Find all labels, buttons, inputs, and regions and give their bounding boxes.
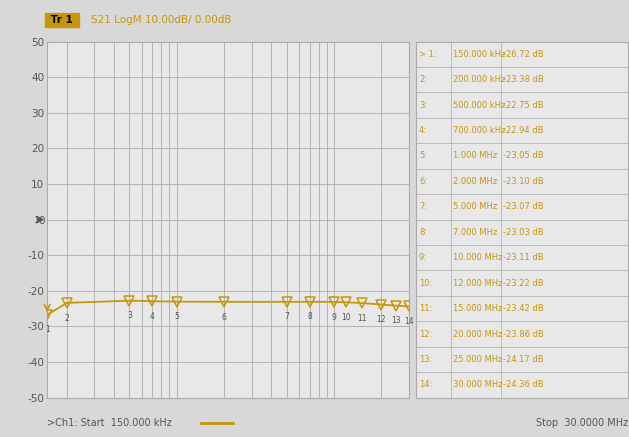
Text: 8:: 8: [419,228,427,237]
Text: 2:: 2: [419,75,427,84]
Text: -23.07 dB: -23.07 dB [503,202,544,212]
Text: -23.11 dB: -23.11 dB [503,253,544,262]
Text: 150.000 kHz: 150.000 kHz [453,50,505,59]
Text: 12: 12 [376,315,386,324]
Text: 9:: 9: [419,253,427,262]
Text: 25.000 MHz: 25.000 MHz [453,355,503,364]
Text: 12:: 12: [419,329,432,339]
Text: 11: 11 [357,314,366,323]
Text: 12.000 MHz: 12.000 MHz [453,279,503,288]
Text: 13:: 13: [419,355,432,364]
Text: 14:: 14: [419,381,432,389]
Text: -24.17 dB: -24.17 dB [503,355,544,364]
Text: >Ch1: Start  150.000 kHz: >Ch1: Start 150.000 kHz [47,418,172,428]
Text: -24.36 dB: -24.36 dB [503,381,544,389]
Text: -23.22 dB: -23.22 dB [503,279,544,288]
Text: 7:: 7: [419,202,427,212]
Text: 6: 6 [221,312,226,322]
Text: 5:: 5: [419,152,427,160]
Text: -26.72 dB: -26.72 dB [503,50,544,59]
Text: -23.03 dB: -23.03 dB [503,228,544,237]
Text: 4:: 4: [419,126,427,135]
Text: > 1:: > 1: [419,50,437,59]
Text: 30.000 MHz: 30.000 MHz [453,381,503,389]
Text: 1: 1 [45,326,50,334]
Text: -23.38 dB: -23.38 dB [503,75,544,84]
Text: S21 LogM 10.00dB/ 0.00dB: S21 LogM 10.00dB/ 0.00dB [91,15,231,24]
Text: 14: 14 [404,317,414,326]
Text: 5: 5 [174,312,179,321]
Text: Tr 1: Tr 1 [47,15,77,24]
Text: 700.000 kHz: 700.000 kHz [453,126,505,135]
Text: -22.75 dB: -22.75 dB [503,101,544,110]
Text: 1.000 MHz: 1.000 MHz [453,152,497,160]
Text: -22.94 dB: -22.94 dB [503,126,543,135]
Text: 4: 4 [150,312,155,321]
Text: 3: 3 [127,311,132,320]
Text: 15.000 MHz: 15.000 MHz [453,304,503,313]
Text: 200.000 kHz: 200.000 kHz [453,75,505,84]
Text: -23.05 dB: -23.05 dB [503,152,544,160]
Text: 20.000 MHz: 20.000 MHz [453,329,503,339]
Text: 500.000 kHz: 500.000 kHz [453,101,505,110]
Text: 5.000 MHz: 5.000 MHz [453,202,497,212]
Text: -23.10 dB: -23.10 dB [503,177,544,186]
Text: 10: 10 [342,313,351,322]
Text: 13: 13 [392,316,401,326]
Text: 10:: 10: [419,279,432,288]
Text: -23.86 dB: -23.86 dB [503,329,544,339]
Text: 3:: 3: [419,101,427,110]
Text: -23.42 dB: -23.42 dB [503,304,544,313]
Text: 2.000 MHz: 2.000 MHz [453,177,497,186]
Text: 9: 9 [331,312,337,322]
Text: 8: 8 [307,312,312,321]
Text: Stop  30.0000 MHz: Stop 30.0000 MHz [536,418,628,428]
Text: 10.000 MHz: 10.000 MHz [453,253,503,262]
Text: 11:: 11: [419,304,432,313]
Text: 7: 7 [284,312,289,322]
Text: 6:: 6: [419,177,427,186]
Text: 2: 2 [64,313,69,323]
Text: 7.000 MHz: 7.000 MHz [453,228,498,237]
